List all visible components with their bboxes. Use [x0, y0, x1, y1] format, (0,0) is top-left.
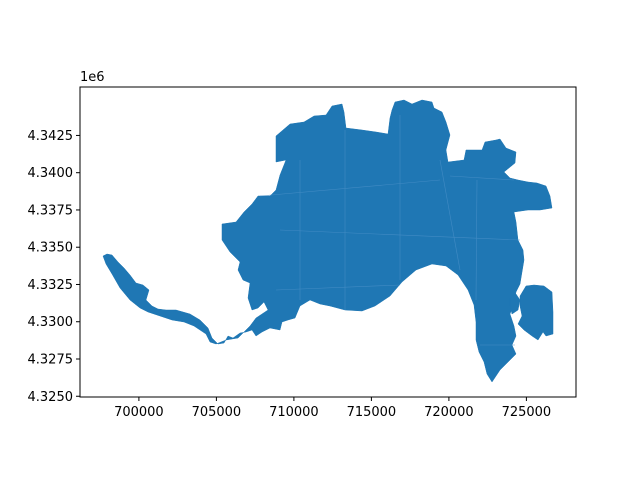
- x-tick-label: 705000: [192, 405, 242, 420]
- y-tick-label: 4.3250: [28, 390, 74, 405]
- city-region: [102, 99, 553, 383]
- internal-boundaries: [259, 115, 521, 346]
- x-tick-label: 710000: [269, 405, 319, 420]
- east-inlet: [509, 293, 521, 315]
- map-polygons: [102, 99, 554, 383]
- x-tick-label: 725000: [502, 405, 552, 420]
- axis-offset-label: 1e6: [80, 70, 105, 85]
- y-tick-label: 4.3275: [28, 352, 74, 367]
- x-tick-label: 720000: [424, 405, 474, 420]
- y-tick-label: 4.3425: [28, 129, 74, 144]
- x-tick-label: 715000: [347, 405, 397, 420]
- y-tick-label: 4.3400: [28, 166, 74, 181]
- y-tick-label: 4.3375: [28, 203, 74, 218]
- x-tick-label: 700000: [114, 405, 164, 420]
- east-region: [517, 284, 554, 341]
- y-tick-label: 4.3325: [28, 278, 74, 293]
- y-axis: 4.3250 4.3275 4.3300 4.3325 4.3350 4.3375 4.34…: [28, 129, 80, 405]
- axes-frame: [79, 86, 577, 398]
- y-tick-label: 4.3300: [28, 315, 74, 330]
- y-tick-label: 4.3350: [28, 241, 74, 256]
- x-axis: 700000 705000 710000 715000 720000 725000: [114, 397, 551, 420]
